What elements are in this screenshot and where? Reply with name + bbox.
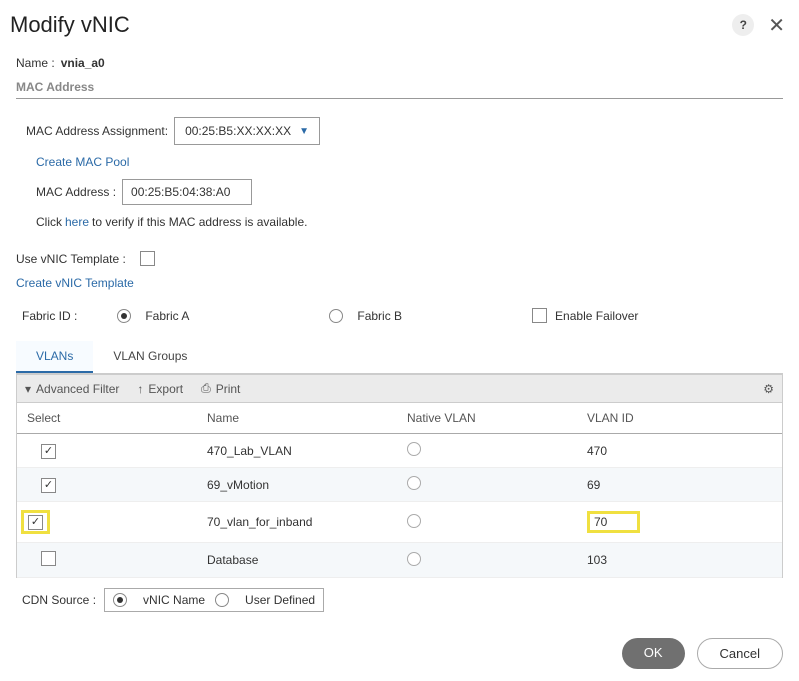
cdn-user-defined-radio[interactable] <box>215 593 229 607</box>
col-select: Select <box>17 403 197 434</box>
verify-text-suffix: to verify if this MAC address is availab… <box>92 215 307 229</box>
filter-icon: ▾ <box>25 382 31 396</box>
table-row: ✓ 69_vMotion 69 <box>17 468 782 502</box>
mac-assignment-dropdown[interactable]: 00:25:B5:XX:XX:XX ▼ <box>174 117 320 145</box>
chevron-down-icon: ▼ <box>299 126 309 137</box>
table-toolbar: ▾ Advanced Filter ↑ Export ⎙ Print ⚙ <box>16 374 783 403</box>
tab-vlans[interactable]: VLANs <box>16 341 93 373</box>
verify-here-link[interactable]: here <box>65 215 89 229</box>
name-row: Name : vnia_a0 <box>16 56 783 70</box>
col-name: Name <box>197 403 397 434</box>
fabric-row: Fabric ID : Fabric A Fabric B Enable Fai… <box>22 308 777 323</box>
tab-vlan-groups[interactable]: VLAN Groups <box>93 341 207 373</box>
divider <box>16 98 783 99</box>
row-vlan-id: 69 <box>577 468 782 502</box>
cdn-source-row: CDN Source : vNIC Name User Defined <box>22 588 777 612</box>
fabric-a-radio[interactable] <box>117 309 131 323</box>
verify-text-prefix: Click <box>36 215 62 229</box>
name-label: Name : <box>16 56 55 70</box>
native-vlan-radio[interactable] <box>407 476 421 490</box>
export-label: Export <box>148 382 183 396</box>
ok-button[interactable]: OK <box>622 638 685 669</box>
fabric-b-radio[interactable] <box>329 309 343 323</box>
fabric-label: Fabric ID : <box>22 309 77 323</box>
row-vlan-id: 470 <box>577 434 782 468</box>
close-icon[interactable]: ✕ <box>764 13 789 38</box>
export-button[interactable]: ↑ Export <box>137 382 183 396</box>
row-select-checkbox[interactable]: ✓ <box>41 478 56 493</box>
cancel-button[interactable]: Cancel <box>697 638 783 669</box>
dialog-title: Modify vNIC <box>10 12 130 38</box>
cdn-opt1-label: vNIC Name <box>143 593 205 607</box>
col-native: Native VLAN <box>397 403 577 434</box>
create-mac-pool-link[interactable]: Create MAC Pool <box>36 155 129 169</box>
row-select-checkbox[interactable]: ✓ <box>41 444 56 459</box>
row-name: 70_vlan_for_inband <box>197 502 397 543</box>
row-select-checkbox[interactable] <box>41 551 56 566</box>
vlan-table-wrap: Select Name Native VLAN VLAN ID ✓ 470_Lab… <box>16 403 783 578</box>
use-template-label: Use vNIC Template : <box>16 252 126 266</box>
help-button[interactable]: ? <box>732 14 754 36</box>
print-label: Print <box>216 382 241 396</box>
fabric-b-label: Fabric B <box>357 309 402 323</box>
mac-section-heading: MAC Address <box>16 80 783 94</box>
mac-assignment-value: 00:25:B5:XX:XX:XX <box>185 124 291 138</box>
row-vlan-id: 103 <box>577 543 782 578</box>
row-name: 470_Lab_VLAN <box>197 434 397 468</box>
tabs: VLANs VLAN Groups <box>16 341 783 374</box>
vlan-table: Select Name Native VLAN VLAN ID ✓ 470_Lab… <box>17 403 782 578</box>
fabric-a-label: Fabric A <box>145 309 189 323</box>
cdn-vnic-name-radio[interactable] <box>113 593 127 607</box>
cdn-option-group: vNIC Name User Defined <box>104 588 324 612</box>
row-select-checkbox[interactable]: ✓ <box>28 515 43 530</box>
table-row: ✓ 70_vlan_for_inband 70 <box>17 502 782 543</box>
mac-address-input[interactable]: 00:25:B5:04:38:A0 <box>122 179 252 205</box>
table-row: Database 103 <box>17 543 782 578</box>
row-name: 69_vMotion <box>197 468 397 502</box>
cdn-opt2-label: User Defined <box>245 593 315 607</box>
export-icon: ↑ <box>137 382 143 396</box>
native-vlan-radio[interactable] <box>407 442 421 456</box>
native-vlan-radio[interactable] <box>407 514 421 528</box>
filter-label: Advanced Filter <box>36 382 119 396</box>
col-id: VLAN ID <box>577 403 782 434</box>
name-value: vnia_a0 <box>61 56 105 70</box>
use-template-checkbox[interactable] <box>140 251 155 266</box>
advanced-filter-button[interactable]: ▾ Advanced Filter <box>25 382 119 396</box>
form-body: Name : vnia_a0 MAC Address MAC Address A… <box>10 56 789 612</box>
row-vlan-id: 70 <box>577 502 782 543</box>
dialog-header: Modify vNIC ? ✕ <box>10 12 789 38</box>
cdn-label: CDN Source : <box>22 593 96 607</box>
enable-failover-checkbox[interactable] <box>532 308 547 323</box>
native-vlan-radio[interactable] <box>407 552 421 566</box>
print-icon: ⎙ <box>201 381 211 396</box>
mac-assignment-label: MAC Address Assignment: <box>26 124 168 138</box>
modify-vnic-dialog: Modify vNIC ? ✕ Name : vnia_a0 MAC Addre… <box>0 0 799 681</box>
create-vnic-template-link[interactable]: Create vNIC Template <box>16 276 134 290</box>
row-name: Database <box>197 543 397 578</box>
print-button[interactable]: ⎙ Print <box>201 381 240 396</box>
dialog-header-actions: ? ✕ <box>732 13 789 38</box>
enable-failover-label: Enable Failover <box>555 309 638 323</box>
mac-address-label: MAC Address : <box>36 185 116 199</box>
dialog-footer: OK Cancel <box>622 638 783 669</box>
gear-icon[interactable]: ⚙ <box>763 382 774 396</box>
mac-assignment-row: MAC Address Assignment: 00:25:B5:XX:XX:X… <box>26 117 783 145</box>
table-row: ✓ 470_Lab_VLAN 470 <box>17 434 782 468</box>
